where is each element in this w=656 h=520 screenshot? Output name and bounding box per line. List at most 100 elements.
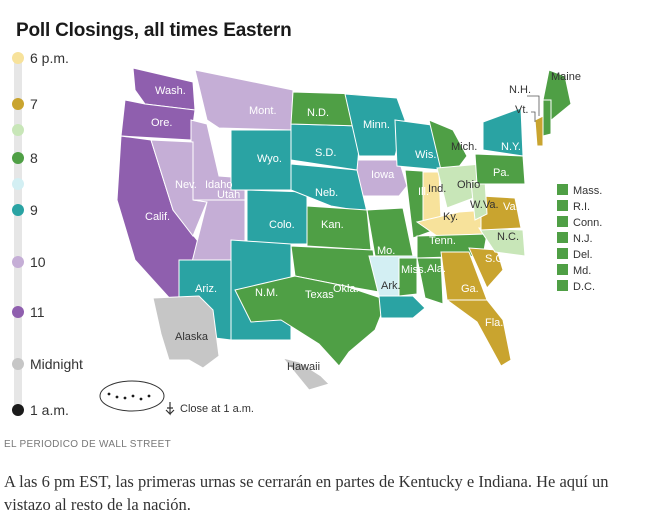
state-label-pa: Pa. [493, 167, 510, 179]
legend-label: 11 [30, 304, 45, 320]
legend-swatch [12, 204, 24, 216]
state-mont [194, 69, 294, 131]
state-label-alaska: Alaska [175, 331, 209, 343]
legend-label: 1 a.m. [30, 402, 69, 418]
state-pa [474, 153, 526, 185]
state-label-maine: Maine [551, 71, 581, 83]
state-s-c [468, 247, 504, 289]
state-label-w-va: W.Va. [470, 199, 499, 211]
legend-swatch [12, 358, 24, 370]
legend-swatch [12, 178, 24, 190]
state-label-mich: Mich. [451, 141, 477, 153]
ne-label-d-c: D.C. [573, 281, 595, 293]
state-label-tenn: Tenn. [429, 235, 456, 247]
state-ala [416, 257, 444, 305]
legend-label: 6 p.m. [30, 50, 69, 66]
ne-label-conn: Conn. [573, 217, 602, 229]
state-label-wyo: Wyo. [257, 153, 282, 165]
source-credit: EL PERIODICO DE WALL STREET [4, 439, 172, 450]
state-va [480, 195, 522, 231]
state-texas [234, 275, 388, 367]
state-label-mont: Mont. [249, 105, 277, 117]
state-label-n-c: N.C. [497, 231, 519, 243]
legend-swatch [12, 256, 24, 268]
vt-leader-line [531, 111, 536, 122]
aleutian-island [131, 394, 135, 398]
aleutian-island [123, 396, 127, 400]
state-colo [246, 189, 308, 245]
ne-label-n-j: N.J. [573, 233, 593, 245]
legend-swatch [12, 404, 24, 416]
nh-leader-line [527, 95, 540, 116]
state-label-neb: Neb. [315, 187, 338, 199]
state-okla [290, 245, 380, 293]
state-label-ariz: Ariz. [195, 283, 217, 295]
state-miss [398, 257, 418, 297]
state-label-va: Va. [503, 201, 519, 213]
legend-swatch [12, 306, 24, 318]
ne-label-del: Del. [573, 249, 593, 261]
legend-label: 7 [30, 96, 38, 112]
state-n-c [478, 227, 526, 257]
state-label-ohio: Ohio [457, 179, 480, 191]
state-fla [445, 299, 512, 367]
legend: 6 p.m. 7 8 9 10 11 Midnight 1 a.m. [0, 0, 130, 430]
aleutian-island [107, 392, 111, 396]
state-n-y [482, 107, 524, 157]
ne-swatch-d-c [557, 280, 568, 291]
state-label-mo: Mo. [377, 245, 395, 257]
state-label-ky: Ky. [443, 211, 458, 223]
state-label-ark: Ark. [381, 280, 401, 292]
state-label-fla: Fla. [485, 317, 503, 329]
ne-swatch-md [557, 264, 568, 275]
state-label-ga: Ga. [461, 283, 479, 295]
state-label-ind: Ind. [428, 183, 446, 195]
state-label-s-d: S.D. [315, 147, 336, 159]
ne-swatch-del [557, 248, 568, 259]
state-label-vt: Vt. [515, 104, 528, 116]
state-label-n-m: N.M. [255, 287, 278, 299]
legend-swatch [12, 98, 24, 110]
ne-swatch-r-i [557, 200, 568, 211]
ne-label-md: Md. [573, 265, 591, 277]
legend-label: 9 [30, 202, 38, 218]
aleutian-island [147, 394, 151, 398]
legend-label: 10 [30, 254, 46, 270]
state-label-ore: Ore. [151, 117, 172, 129]
state-label-calif: Calif. [145, 211, 170, 223]
legend-swatch [12, 124, 24, 136]
caption: A las 6 pm EST, las primeras urnas se ce… [4, 472, 609, 514]
state-label-wis: Wis. [415, 149, 436, 161]
legend-track [14, 58, 22, 410]
state-label-idaho: Idaho [205, 179, 233, 191]
state-label-la: La. [383, 325, 398, 337]
aleutian-note: Close at 1 a.m. [180, 403, 254, 415]
ne-swatch-mass [557, 184, 568, 195]
state-label-minn: Minn. [363, 119, 390, 131]
state-label-n-y: N.Y. [501, 141, 521, 153]
state-alaska [152, 295, 220, 369]
state-label-ala: Ala. [427, 263, 446, 275]
state-label-utah: Utah [217, 189, 240, 201]
state-label-ill: Ill. [418, 186, 429, 198]
state-label-wash: Wash. [155, 85, 186, 97]
legend-label: 8 [30, 150, 38, 166]
aleutian-arrow-icon [165, 402, 175, 416]
state-label-n-d: N.D. [307, 107, 329, 119]
state-label-okla: Okla. [333, 283, 359, 295]
map-title: Poll Closings, all times Eastern [16, 20, 292, 41]
state-vt [534, 115, 544, 147]
state-la [378, 295, 426, 319]
legend-swatch [12, 152, 24, 164]
state-label-colo: Colo. [269, 219, 295, 231]
ne-swatch-conn [557, 216, 568, 227]
aleutian-island [115, 395, 119, 399]
legend-label: Midnight [30, 356, 83, 372]
ne-label-mass: Mass. [573, 185, 602, 197]
state-hawaii [281, 357, 330, 391]
state-n-h [542, 99, 552, 137]
ne-swatch-n-j [557, 232, 568, 243]
state-label-s-c: S.C. [485, 253, 506, 265]
aleutian-callout-ellipse [99, 380, 165, 412]
state-label-n-h: N.H. [509, 84, 531, 96]
